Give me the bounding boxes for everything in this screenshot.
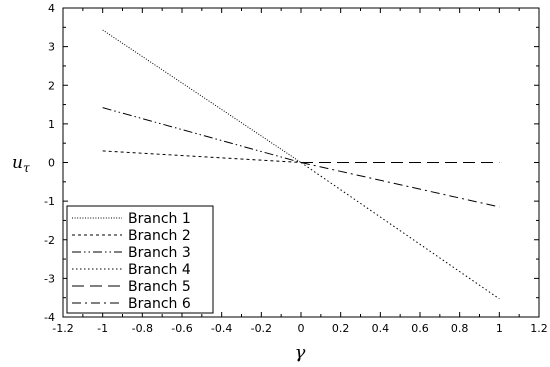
x-tick-label: -1	[97, 322, 108, 335]
series-line-branch-2	[102, 150, 302, 163]
x-tick-label: -0.4	[211, 322, 232, 335]
series-line-branch-1	[102, 29, 302, 163]
x-tick-label: 0.2	[332, 322, 350, 335]
y-tick-label: 2	[48, 79, 55, 92]
y-tick-label: -3	[44, 272, 55, 285]
x-tick-label: -0.6	[171, 322, 192, 335]
x-axis-label: γ	[295, 342, 306, 363]
series-line-branch-6	[300, 162, 500, 208]
legend-label-branch-4: Branch 4	[128, 262, 191, 278]
y-tick-label: -2	[44, 234, 55, 247]
x-tick-label: 1.2	[530, 322, 548, 335]
series-line-branch-3	[102, 107, 302, 163]
y-axis-label-main: u	[12, 153, 23, 173]
x-tick-label: -0.8	[132, 322, 153, 335]
legend-label-branch-5: Branch 5	[128, 279, 191, 295]
y-tick-label: -1	[44, 195, 55, 208]
legend-label-branch-1: Branch 1	[128, 211, 191, 227]
x-tick-label: 1	[496, 322, 503, 335]
y-tick-label: 1	[48, 118, 55, 131]
y-axis-label: uτ	[12, 153, 30, 175]
y-tick-label: 4	[48, 2, 55, 15]
x-tick-label: 0	[298, 322, 305, 335]
x-tick-label: -0.2	[251, 322, 272, 335]
x-tick-label: 0.8	[451, 322, 469, 335]
y-tick-label: 3	[48, 41, 55, 54]
y-axis-label-subscript: τ	[23, 161, 30, 175]
legend-label-branch-6: Branch 6	[128, 296, 191, 312]
x-tick-label: -1.2	[52, 322, 73, 335]
series-line-branch-4	[300, 162, 500, 300]
y-tick-label: 0	[48, 157, 55, 170]
legend-label-branch-3: Branch 3	[128, 245, 191, 261]
x-tick-label: 0.6	[411, 322, 429, 335]
legend-box	[66, 205, 214, 314]
y-tick-label: -4	[44, 311, 55, 324]
plot-frame	[62, 7, 540, 318]
legend-label-branch-2: Branch 2	[128, 228, 191, 244]
x-tick-label: 0.4	[372, 322, 390, 335]
